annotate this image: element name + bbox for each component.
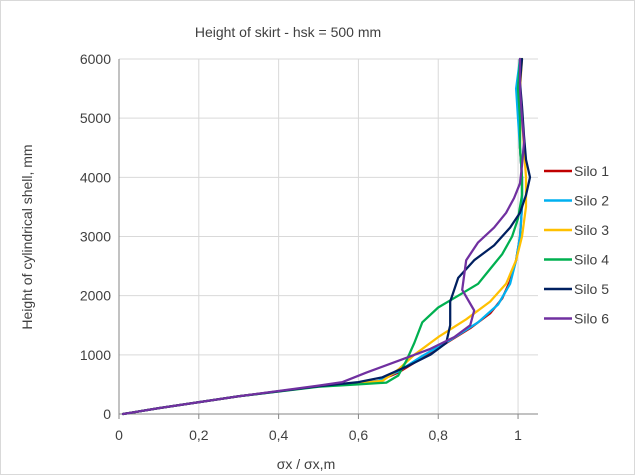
legend-label: Silo 5: [574, 281, 609, 297]
x-tick-label: 0,6: [349, 427, 369, 443]
x-axis-label: σx / σx,m: [277, 456, 336, 472]
series-line-silo-5: [121, 57, 532, 416]
tick-labels: 0 1000 2000 3000 4000 5000 6000 0 0,2 0,4 0,6 0,8 1: [80, 51, 522, 443]
chart-title: Height of skirt - hsk = 500 mm: [195, 24, 381, 40]
y-axis-label: Height of cylindrical shell, mm: [19, 144, 35, 329]
y-tick-label: 6000: [80, 51, 111, 67]
axes: [118, 59, 538, 419]
legend-label: Silo 1: [574, 163, 609, 179]
x-tick-label: 1: [514, 427, 522, 443]
gridlines: [119, 58, 538, 414]
legend-label: Silo 6: [574, 311, 609, 327]
legend-label: Silo 2: [574, 193, 609, 209]
x-tick-label: 0,4: [269, 427, 289, 443]
legend-label: Silo 4: [574, 252, 609, 268]
y-tick-label: 2000: [80, 288, 111, 304]
x-tick-label: 0,8: [429, 427, 449, 443]
legend-label: Silo 3: [574, 222, 609, 238]
x-tick-label: 0: [115, 427, 123, 443]
legend: Silo 1 Silo 2 Silo 3 Silo 4 Silo 5 Silo 6: [544, 163, 609, 327]
y-tick-label: 0: [103, 406, 111, 422]
y-tick-label: 5000: [80, 110, 111, 126]
y-tick-label: 1000: [80, 347, 111, 363]
series-line-silo-6: [121, 57, 526, 416]
series-lines: [121, 57, 532, 416]
y-tick-label: 3000: [80, 229, 111, 245]
y-tick-label: 4000: [80, 169, 111, 185]
x-tick-label: 0,2: [189, 427, 209, 443]
